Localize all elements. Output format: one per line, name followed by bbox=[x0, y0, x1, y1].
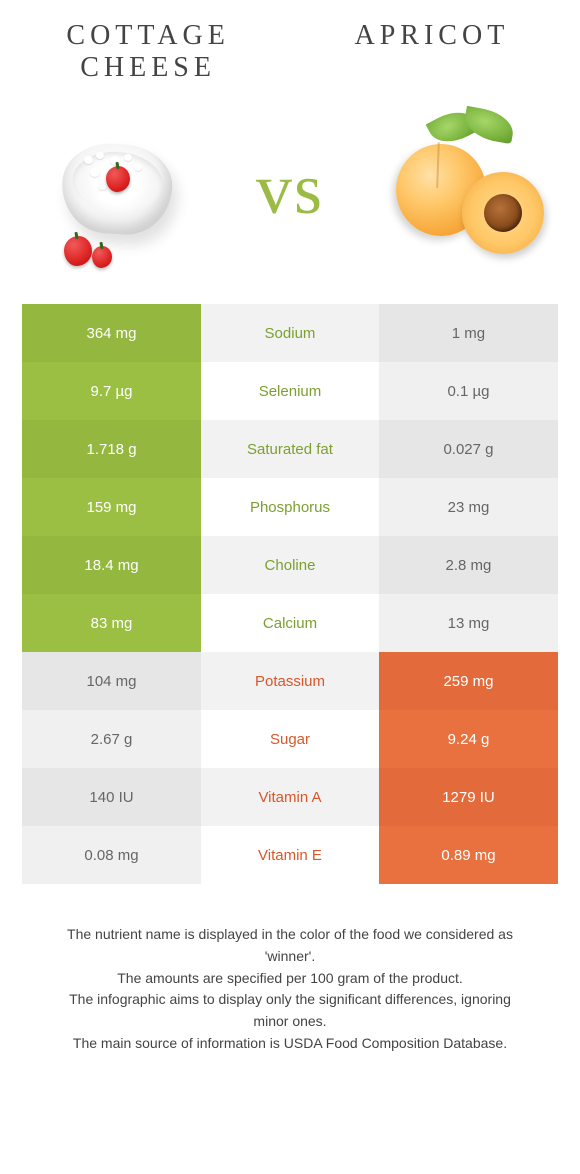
infographic: Cottage cheese Apricot vs 364 mgS bbox=[0, 0, 580, 1055]
footer-line: The main source of information is USDA F… bbox=[52, 1033, 528, 1055]
table-row: 104 mgPotassium259 mg bbox=[22, 652, 558, 710]
footer-notes: The nutrient name is displayed in the co… bbox=[22, 884, 558, 1054]
table-row: 159 mgPhosphorus23 mg bbox=[22, 478, 558, 536]
comparison-table: 364 mgSodium1 mg9.7 µgSelenium0.1 µg1.71… bbox=[22, 304, 558, 884]
table-row: 2.67 gSugar9.24 g bbox=[22, 710, 558, 768]
nutrient-name: Selenium bbox=[201, 362, 379, 420]
right-value: 2.8 mg bbox=[379, 536, 558, 594]
right-value: 259 mg bbox=[379, 652, 558, 710]
table-row: 364 mgSodium1 mg bbox=[22, 304, 558, 362]
table-row: 1.718 gSaturated fat0.027 g bbox=[22, 420, 558, 478]
table-row: 18.4 mgCholine2.8 mg bbox=[22, 536, 558, 594]
left-value: 104 mg bbox=[22, 652, 201, 710]
apricot-icon bbox=[378, 104, 548, 274]
nutrient-name: Sugar bbox=[201, 710, 379, 768]
table-row: 140 IUVitamin A1279 IU bbox=[22, 768, 558, 826]
table-row: 9.7 µgSelenium0.1 µg bbox=[22, 362, 558, 420]
left-value: 18.4 mg bbox=[22, 536, 201, 594]
footer-line: The nutrient name is displayed in the co… bbox=[52, 924, 528, 967]
right-value: 13 mg bbox=[379, 594, 558, 652]
table-row: 83 mgCalcium13 mg bbox=[22, 594, 558, 652]
nutrient-name: Calcium bbox=[201, 594, 379, 652]
right-value: 23 mg bbox=[379, 478, 558, 536]
right-value: 0.027 g bbox=[379, 420, 558, 478]
left-value: 9.7 µg bbox=[22, 362, 201, 420]
nutrient-name: Saturated fat bbox=[201, 420, 379, 478]
nutrient-name: Choline bbox=[201, 536, 379, 594]
left-value: 364 mg bbox=[22, 304, 201, 362]
footer-line: The infographic aims to display only the… bbox=[52, 989, 528, 1032]
nutrient-name: Phosphorus bbox=[201, 478, 379, 536]
right-value: 1 mg bbox=[379, 304, 558, 362]
right-value: 9.24 g bbox=[379, 710, 558, 768]
right-value: 1279 IU bbox=[379, 768, 558, 826]
footer-line: The amounts are specified per 100 gram o… bbox=[52, 968, 528, 990]
header: Cottage cheese Apricot bbox=[22, 20, 558, 104]
left-value: 159 mg bbox=[22, 478, 201, 536]
right-value: 0.1 µg bbox=[379, 362, 558, 420]
left-value: 2.67 g bbox=[22, 710, 201, 768]
table-row: 0.08 mgVitamin E0.89 mg bbox=[22, 826, 558, 884]
nutrient-name: Sodium bbox=[201, 304, 379, 362]
right-value: 0.89 mg bbox=[379, 826, 558, 884]
vs-label: vs bbox=[256, 148, 324, 231]
nutrient-name: Vitamin A bbox=[201, 768, 379, 826]
image-row: vs bbox=[22, 104, 558, 304]
left-value: 0.08 mg bbox=[22, 826, 201, 884]
nutrient-name: Vitamin E bbox=[201, 826, 379, 884]
cottage-cheese-icon bbox=[32, 104, 202, 274]
left-value: 83 mg bbox=[22, 594, 201, 652]
right-food-title: Apricot bbox=[316, 20, 548, 52]
left-value: 140 IU bbox=[22, 768, 201, 826]
left-value: 1.718 g bbox=[22, 420, 201, 478]
nutrient-name: Potassium bbox=[201, 652, 379, 710]
left-food-title: Cottage cheese bbox=[32, 20, 264, 84]
